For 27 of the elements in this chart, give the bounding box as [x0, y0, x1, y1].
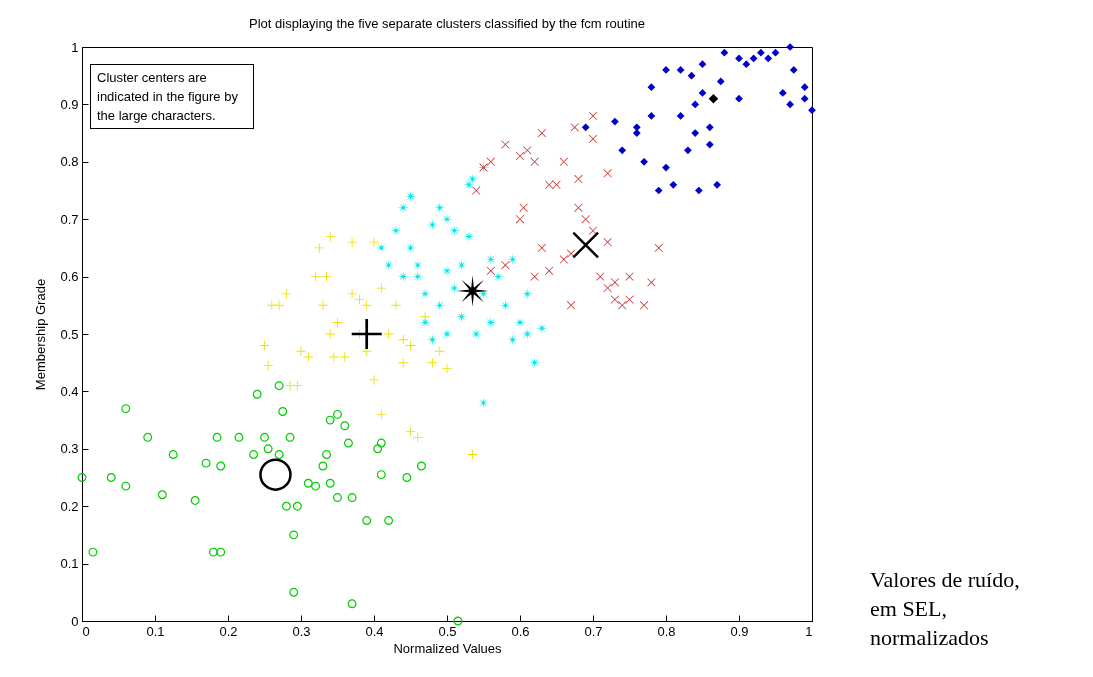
x-tick-label: 0.8 [657, 623, 676, 639]
x-tick-label: 0.3 [292, 623, 311, 639]
y-tick-label: 0.3 [60, 441, 79, 457]
y-tick-label: 0.1 [60, 556, 79, 572]
y-tick-label: 0.8 [60, 154, 79, 170]
x-tick-label: 0.4 [365, 623, 384, 639]
y-tick-label: 0 [71, 613, 79, 629]
y-tick-label: 0.9 [60, 96, 79, 112]
x-tick-label: 0.6 [511, 623, 530, 639]
y-tick-label: 0.5 [60, 326, 79, 342]
text: Valores de ruído, em SEL, normalizados [870, 566, 1021, 652]
x-tick-label: 0.2 [219, 623, 238, 639]
chart-title: Plot displaying the five separate clusters classified by the fcm routine [249, 16, 645, 31]
y-tick-label: 0.6 [60, 269, 79, 285]
y-tick-label: 1 [71, 39, 79, 55]
y-tick-label: 0.4 [60, 383, 79, 399]
x-tick-label: 0.5 [438, 623, 457, 639]
x-axis-title: Normalized Values [393, 640, 503, 656]
x-tick-label: 1 [805, 623, 813, 639]
x-tick-label: 0 [82, 623, 90, 639]
y-tick-label: 0.7 [60, 211, 79, 227]
x-tick-label: 0.9 [730, 623, 749, 639]
y-tick-label: 0.2 [60, 498, 79, 514]
note-box: Cluster centers are indicated in the figure by the large characters. [90, 64, 254, 129]
x-tick-label: 0.1 [146, 623, 165, 639]
y-axis-title: Membership Grade [33, 278, 49, 391]
x-tick-label: 0.7 [584, 623, 603, 639]
